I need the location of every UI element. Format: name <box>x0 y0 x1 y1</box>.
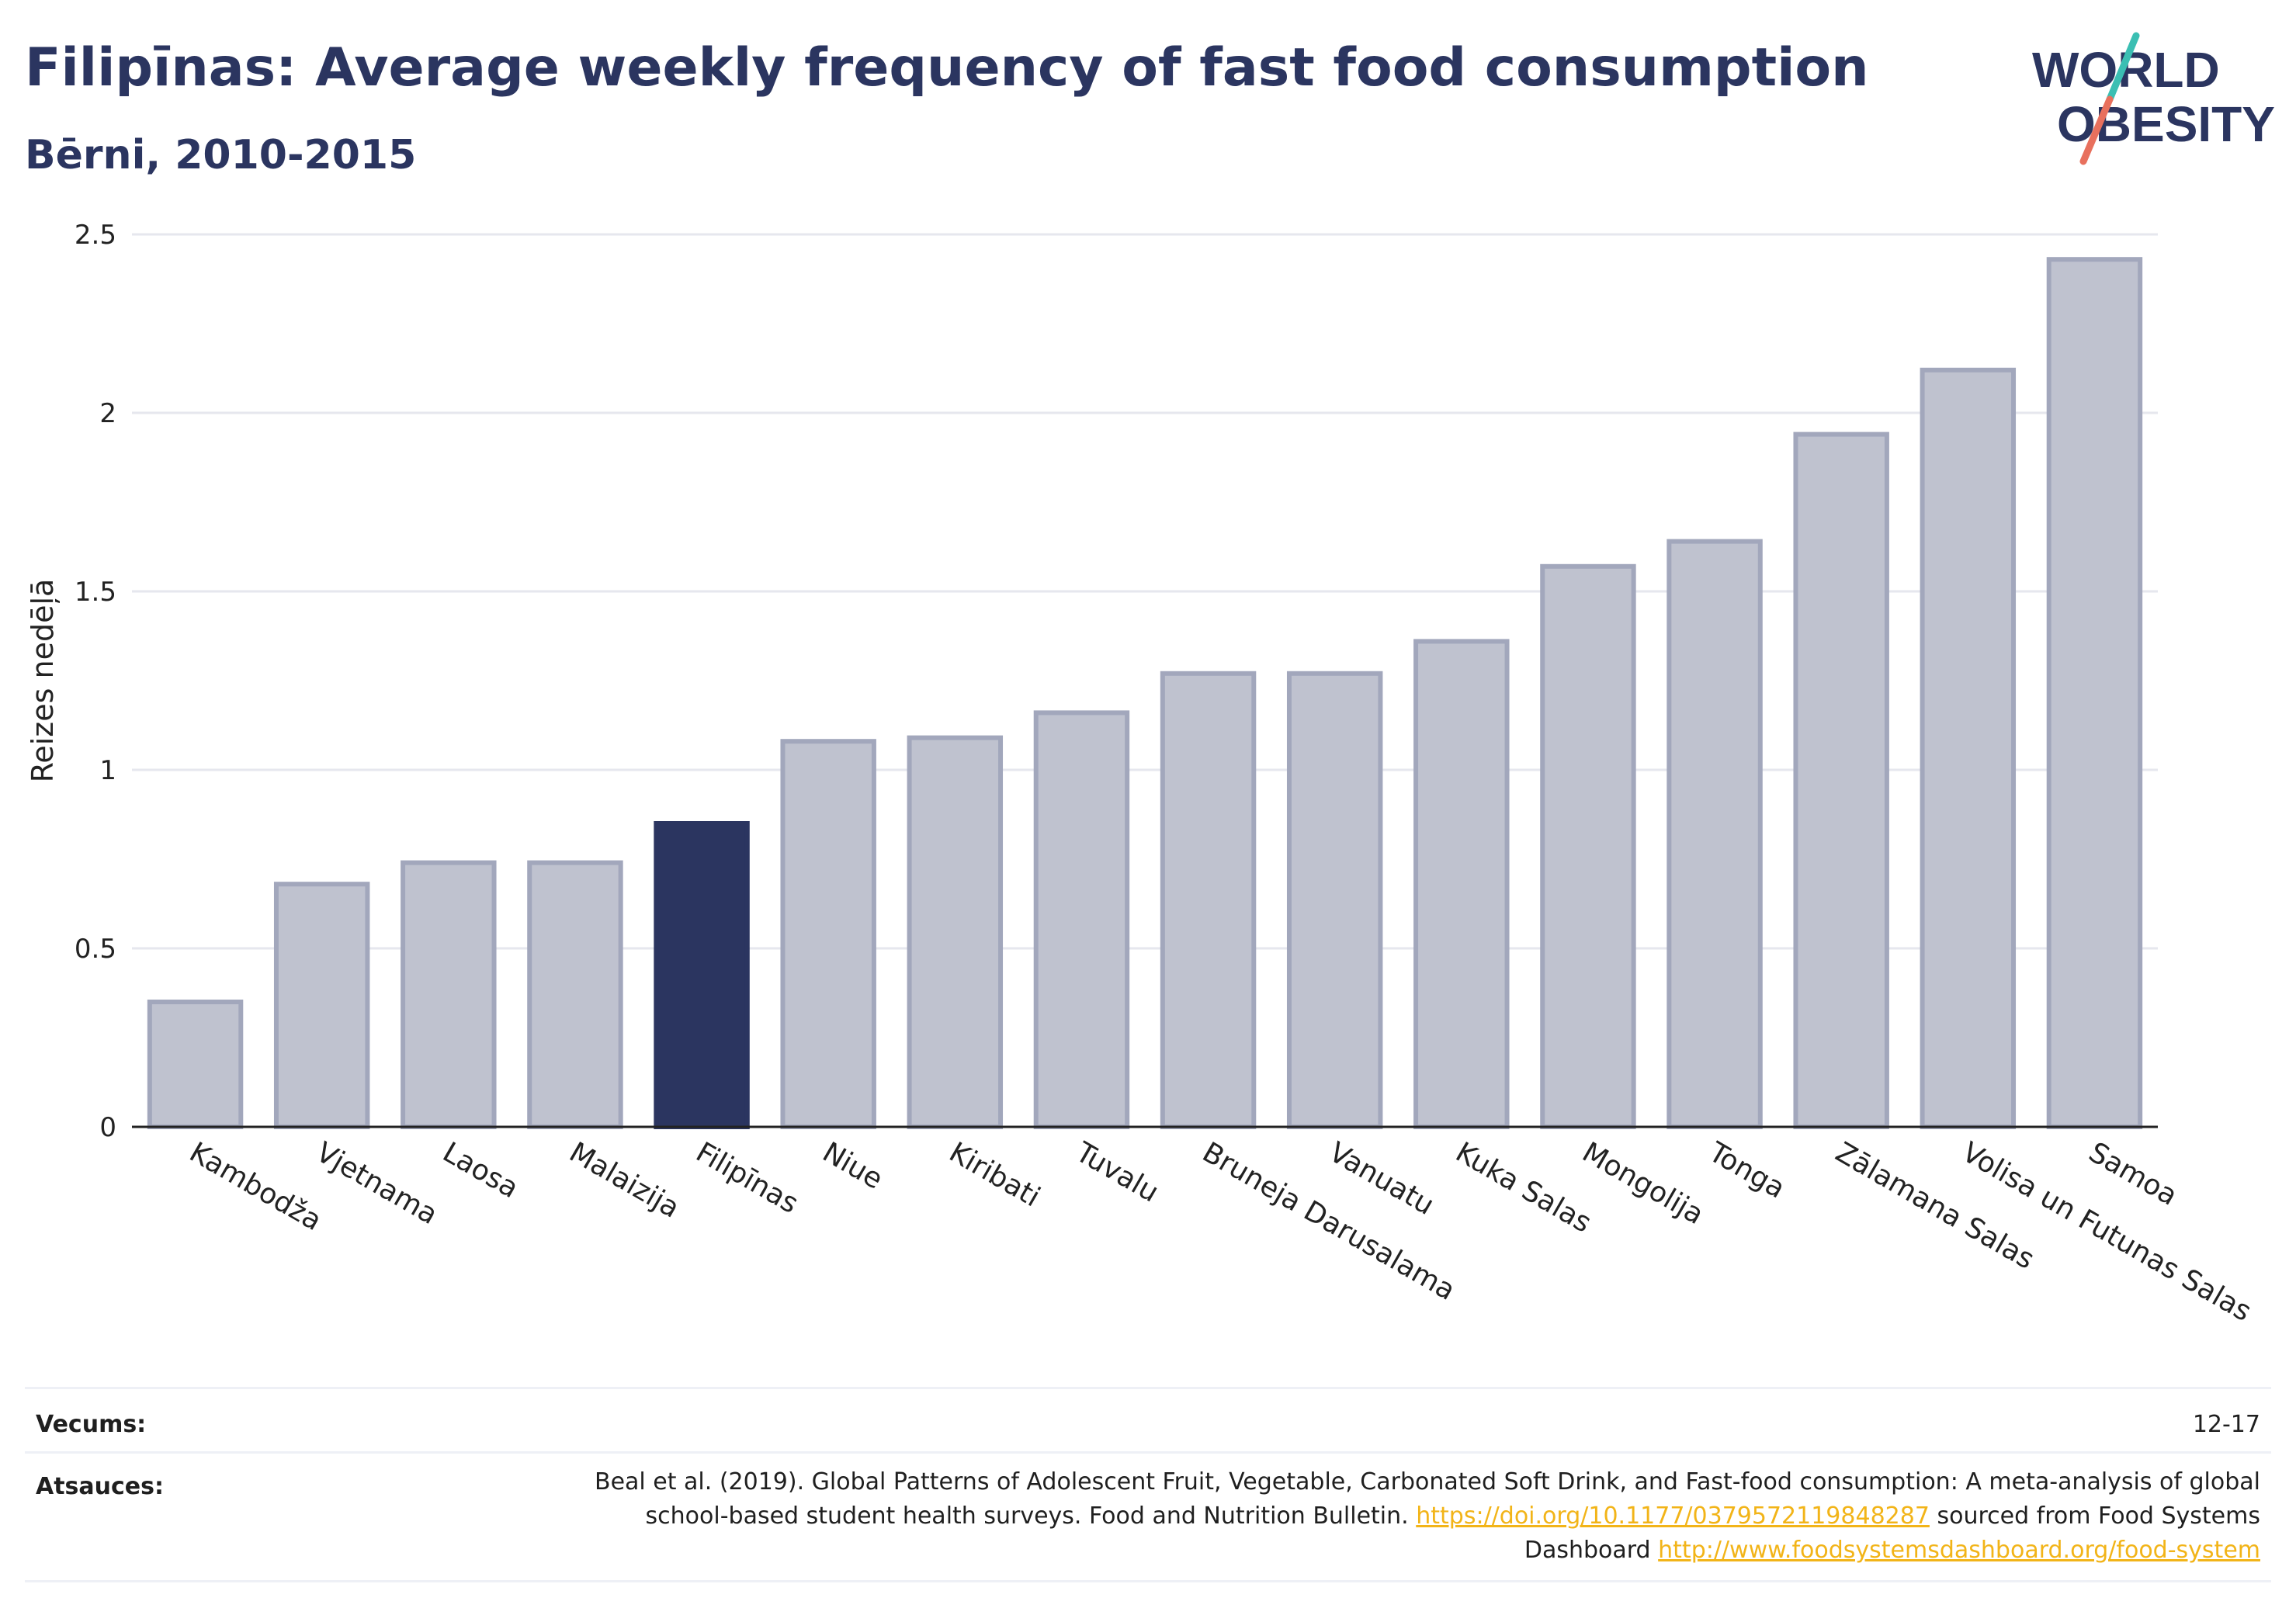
bar <box>401 860 497 1129</box>
sources-label: Atsauces: <box>36 1473 164 1500</box>
y-tick-label: 1 <box>99 755 116 786</box>
x-tick-label: Filipīnas <box>691 1136 804 1220</box>
x-tick-label: Vanuatu <box>1323 1136 1439 1222</box>
x-tick-label: Laosa <box>437 1136 523 1204</box>
source-link-doi[interactable]: https://doi.org/10.1177/0379572119848287 <box>1416 1502 1930 1530</box>
y-tick-label: 2.5 <box>75 220 116 251</box>
bar <box>780 739 876 1129</box>
bar <box>1413 639 1510 1129</box>
bar <box>1286 671 1383 1129</box>
bar <box>273 882 370 1129</box>
bar <box>527 860 623 1129</box>
bar <box>907 735 1004 1129</box>
y-axis-title: Reizes nedēļā <box>26 579 60 783</box>
x-tick-label: Kambodža <box>184 1136 327 1237</box>
bar <box>654 821 750 1129</box>
source-citation: Beal et al. (2019). Global Patterns of A… <box>514 1465 2260 1568</box>
x-tick-label: Vjetnama <box>310 1136 442 1231</box>
chart-subtitle: Bērni, 2010-2015 <box>25 132 417 178</box>
bar <box>1793 431 1889 1129</box>
x-tick-label: Tonga <box>1703 1136 1791 1205</box>
age-value: 12-17 <box>2192 1411 2260 1438</box>
age-label: Vecums: <box>36 1411 147 1438</box>
footer-divider <box>25 1580 2271 1582</box>
bar <box>2046 257 2143 1130</box>
y-tick-label: 1.5 <box>75 577 116 608</box>
y-tick-label: 2 <box>99 398 116 429</box>
footer-divider <box>25 1387 2271 1389</box>
footer-divider <box>25 1451 2271 1454</box>
bar <box>1667 539 1763 1129</box>
chart-title: Filipīnas: Average weekly frequency of f… <box>25 37 1869 99</box>
world-obesity-logo: WORLD OBESITY <box>2032 32 2274 165</box>
x-tick-label: Kiribati <box>944 1136 1046 1213</box>
y-tick-label: 0.5 <box>75 934 116 965</box>
bar <box>1160 671 1257 1129</box>
logo-slash-top <box>2106 32 2140 103</box>
bar <box>1540 563 1636 1129</box>
bar <box>1033 710 1130 1129</box>
source-text-2: sourced from Food Systems Dashboard <box>1524 1502 2260 1564</box>
x-tick-label: Samoa <box>2083 1136 2183 1212</box>
y-tick-label: 0 <box>99 1112 116 1143</box>
source-link-dashboard[interactable]: http://www.foodsystemsdashboard.org/food… <box>1658 1537 2260 1564</box>
source-text-1: Beal et al. (2019). Global Patterns of A… <box>594 1468 2260 1530</box>
logo-slash-bottom <box>2079 95 2114 165</box>
x-tick-label: Mongolija <box>1576 1136 1708 1231</box>
x-tick-label: Kuka Salas <box>1450 1136 1597 1239</box>
x-tick-label: Tuvalu <box>1070 1136 1164 1209</box>
x-tick-label: Malaizija <box>564 1136 685 1225</box>
bar <box>1920 367 2017 1129</box>
x-tick-label: Niue <box>817 1136 888 1195</box>
bar <box>147 1000 244 1129</box>
